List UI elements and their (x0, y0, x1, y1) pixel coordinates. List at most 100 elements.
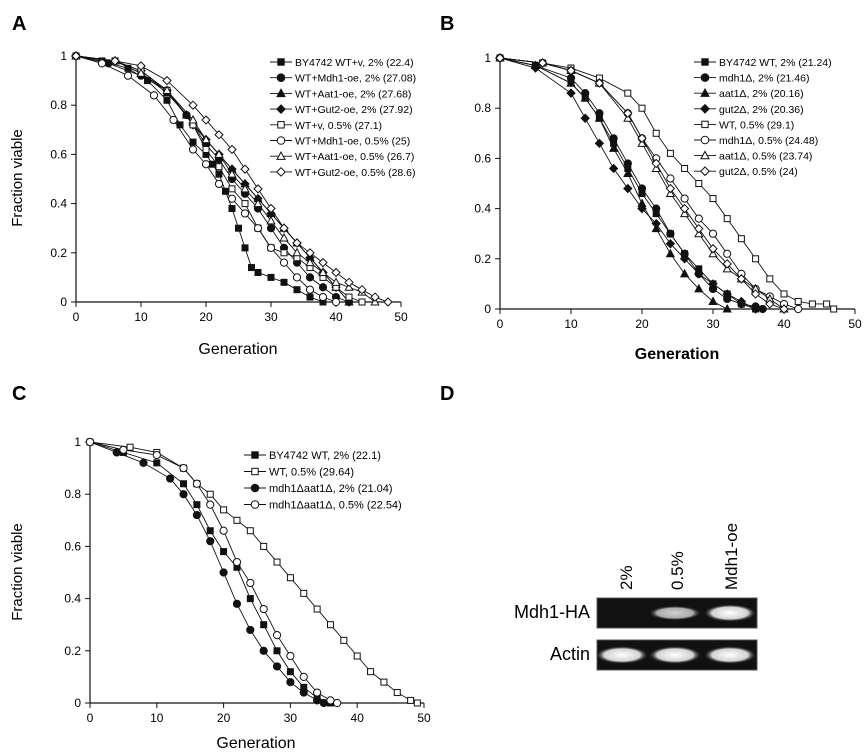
chart-c-data-point (179, 464, 188, 473)
chart-b-data-point (722, 289, 732, 299)
chart-c-data-point (259, 646, 268, 655)
chart-a-data-point (318, 283, 328, 292)
chart-a-data-point (188, 100, 198, 110)
chart-a-data-point (279, 258, 289, 267)
chart-a-data-point (228, 205, 236, 213)
chart-c-series-line (89, 441, 331, 704)
chart-a-data-point (292, 273, 302, 282)
chart-b-y-tick-label: 0.8 (474, 101, 491, 115)
chart-b-data-point (723, 215, 731, 223)
chart-c-data-point (233, 516, 241, 524)
chart-b-data-point (566, 65, 576, 76)
chart-b-legend-entry: mdh1Δ, 2% (21.46) (694, 73, 809, 85)
chart-c-data-point (273, 558, 281, 566)
chart-c-data-point (232, 557, 242, 567)
chart-b-data-point (779, 304, 789, 314)
chart-a-legend-label: WT+v, 0.5% (27.1) (295, 120, 382, 132)
chart-a-y-tick-label: 0.2 (50, 246, 67, 260)
chart-b-data-point (766, 275, 774, 283)
chart-b-legend-label: mdh1Δ, 0.5% (24.48) (719, 135, 818, 147)
chart-c-data-point (219, 526, 228, 535)
chart-a-data-point (162, 85, 172, 94)
chart-b-legend-marker (700, 135, 710, 145)
chart-a-legend-entry: WT+Gut2-oe, 2% (27.92) (270, 104, 413, 116)
chart-a-legend-label: BY4742 WT+v, 2% (22.4) (295, 57, 414, 69)
chart-a-data-point (345, 293, 353, 301)
chart-b-legend-marker (700, 87, 710, 97)
chart-b-data-point (750, 304, 761, 314)
chart-b-legend-marker (700, 150, 710, 160)
chart-b-legend-label: mdh1Δ, 2% (21.46) (719, 73, 809, 85)
chart-c-data-point (139, 458, 148, 467)
chart-b-legend-marker (700, 103, 710, 114)
chart-a-data-point (253, 224, 263, 233)
chart-a-y-tick-label: 1 (60, 49, 67, 63)
chart-a-data-point (280, 249, 288, 257)
chart-b-y-tick-label: 0 (484, 302, 491, 316)
chart-b-data-point (666, 149, 674, 157)
panel-letter-d: D (440, 383, 454, 405)
chart-b-y-tick-label: 0.2 (474, 252, 491, 266)
chart-a-data-point (331, 267, 341, 278)
chart-c-series-line (89, 441, 418, 704)
chart-a-legend-marker (276, 150, 286, 160)
chart-b-data-point (637, 203, 647, 214)
chart-a-x-tick-label: 20 (199, 310, 213, 324)
chart-b-legend-label: BY4742 WT, 2% (21.24) (719, 57, 832, 69)
chart-c-y-tick-label: 0.2 (64, 644, 81, 658)
chart-b-data-point (609, 134, 618, 143)
chart-a-data-point (318, 257, 328, 268)
chart-a-legend-marker (276, 73, 286, 82)
chart-a-data-point (305, 257, 315, 267)
chart-a-data-point (188, 114, 198, 124)
chart-c-data-point (286, 574, 294, 582)
chart-b-legend-entry: gut2Δ, 2% (20.36) (694, 104, 804, 116)
chart-c-legend-label: BY4742 WT, 2% (22.1) (269, 450, 381, 462)
chart-a-data-point (331, 297, 341, 307)
chart-a-data-point (136, 61, 146, 71)
chart-b-data-point (623, 168, 633, 177)
chart-b-series-8 (495, 53, 789, 314)
chart-a-data-point (318, 292, 328, 302)
chart-b-data-point (737, 235, 745, 243)
chart-b-xlabel: Generation (635, 346, 719, 363)
chart-a-data-point (214, 179, 224, 189)
chart-a-legend-label: WT+Aat1-oe, 2% (27.68) (295, 88, 411, 100)
chart-c-data-point (206, 537, 215, 546)
chart-a-data-point (318, 267, 328, 276)
chart-b-data-point (708, 279, 718, 289)
chart-b-legend-label: aat1Δ, 0.5% (23.74) (719, 151, 812, 163)
chart-b-data-point (794, 304, 803, 314)
chart-b-series-line (499, 57, 785, 310)
chart-a-legend-entry: WT+Aat1-oe, 0.5% (26.7) (270, 150, 414, 163)
chart-b-legend-entry: BY4742 WT, 2% (21.24) (694, 57, 832, 69)
chart-c-data-point (313, 688, 322, 697)
chart-c-data-point (286, 678, 295, 687)
chart-c-legend-marker (250, 483, 260, 493)
chart-c-x-tick-label: 40 (351, 711, 365, 725)
row-label-mdh1-ha: Mdh1-HA (514, 602, 590, 622)
chart-b-data-point (694, 269, 704, 279)
chart-b-data-point (780, 290, 788, 298)
chart-a-data-point (189, 138, 197, 146)
chart-c-data-point (206, 527, 214, 535)
chart-a-data-point (241, 200, 249, 208)
chart-b-data-point (580, 93, 590, 102)
panel-letter-b: B (440, 13, 454, 35)
chart-b-data-point (722, 259, 732, 269)
chart-b-data-point (765, 299, 775, 309)
chart-c: Fraction viable Generation 0 10 20 30 40 50 0 0… (9, 435, 431, 752)
chart-a-data-point (149, 91, 159, 100)
chart-a-data-point (215, 170, 223, 178)
chart-b-data-point (750, 289, 761, 299)
chart-a-data-point (254, 268, 262, 276)
chart-c-y-tick-label: 0.6 (64, 539, 81, 553)
chart-c-x-tick-label: 0 (87, 711, 94, 725)
chart-c-data-point (179, 490, 188, 499)
chart-a-legend-entry: BY4742 WT+v, 2% (22.4) (270, 57, 414, 69)
chart-b-data-point (566, 88, 576, 98)
chart-b-data-point (666, 174, 675, 183)
chart-b-data-point (495, 53, 505, 63)
chart-b-data-point (594, 78, 605, 88)
